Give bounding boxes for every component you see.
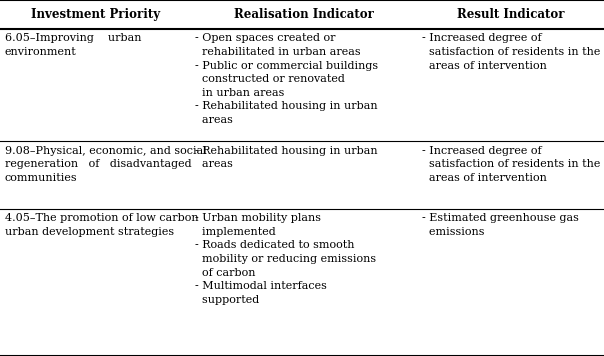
Text: - Open spaces created or
  rehabilitated in urban areas
- Public or commercial b: - Open spaces created or rehabilitated i… <box>195 33 378 125</box>
Text: - Urban mobility plans
  implemented
- Roads dedicated to smooth
  mobility or r: - Urban mobility plans implemented - Roa… <box>195 213 376 305</box>
Text: 6.05–Improving    urban
environment: 6.05–Improving urban environment <box>5 33 141 57</box>
Text: 9.08–Physical, economic, and social
regeneration   of   disadvantaged
communitie: 9.08–Physical, economic, and social rege… <box>5 146 207 183</box>
Text: - Rehabilitated housing in urban
  areas: - Rehabilitated housing in urban areas <box>195 146 378 169</box>
Text: Result Indicator: Result Indicator <box>457 8 564 21</box>
Text: 4.05–The promotion of low carbon
urban development strategies: 4.05–The promotion of low carbon urban d… <box>5 213 199 237</box>
Text: - Increased degree of
  satisfaction of residents in the
  areas of intervention: - Increased degree of satisfaction of re… <box>422 146 600 183</box>
Text: Investment Priority: Investment Priority <box>31 8 159 21</box>
Text: - Estimated greenhouse gas
  emissions: - Estimated greenhouse gas emissions <box>422 213 579 237</box>
Text: - Increased degree of
  satisfaction of residents in the
  areas of intervention: - Increased degree of satisfaction of re… <box>422 33 600 70</box>
Text: Realisation Indicator: Realisation Indicator <box>234 8 373 21</box>
